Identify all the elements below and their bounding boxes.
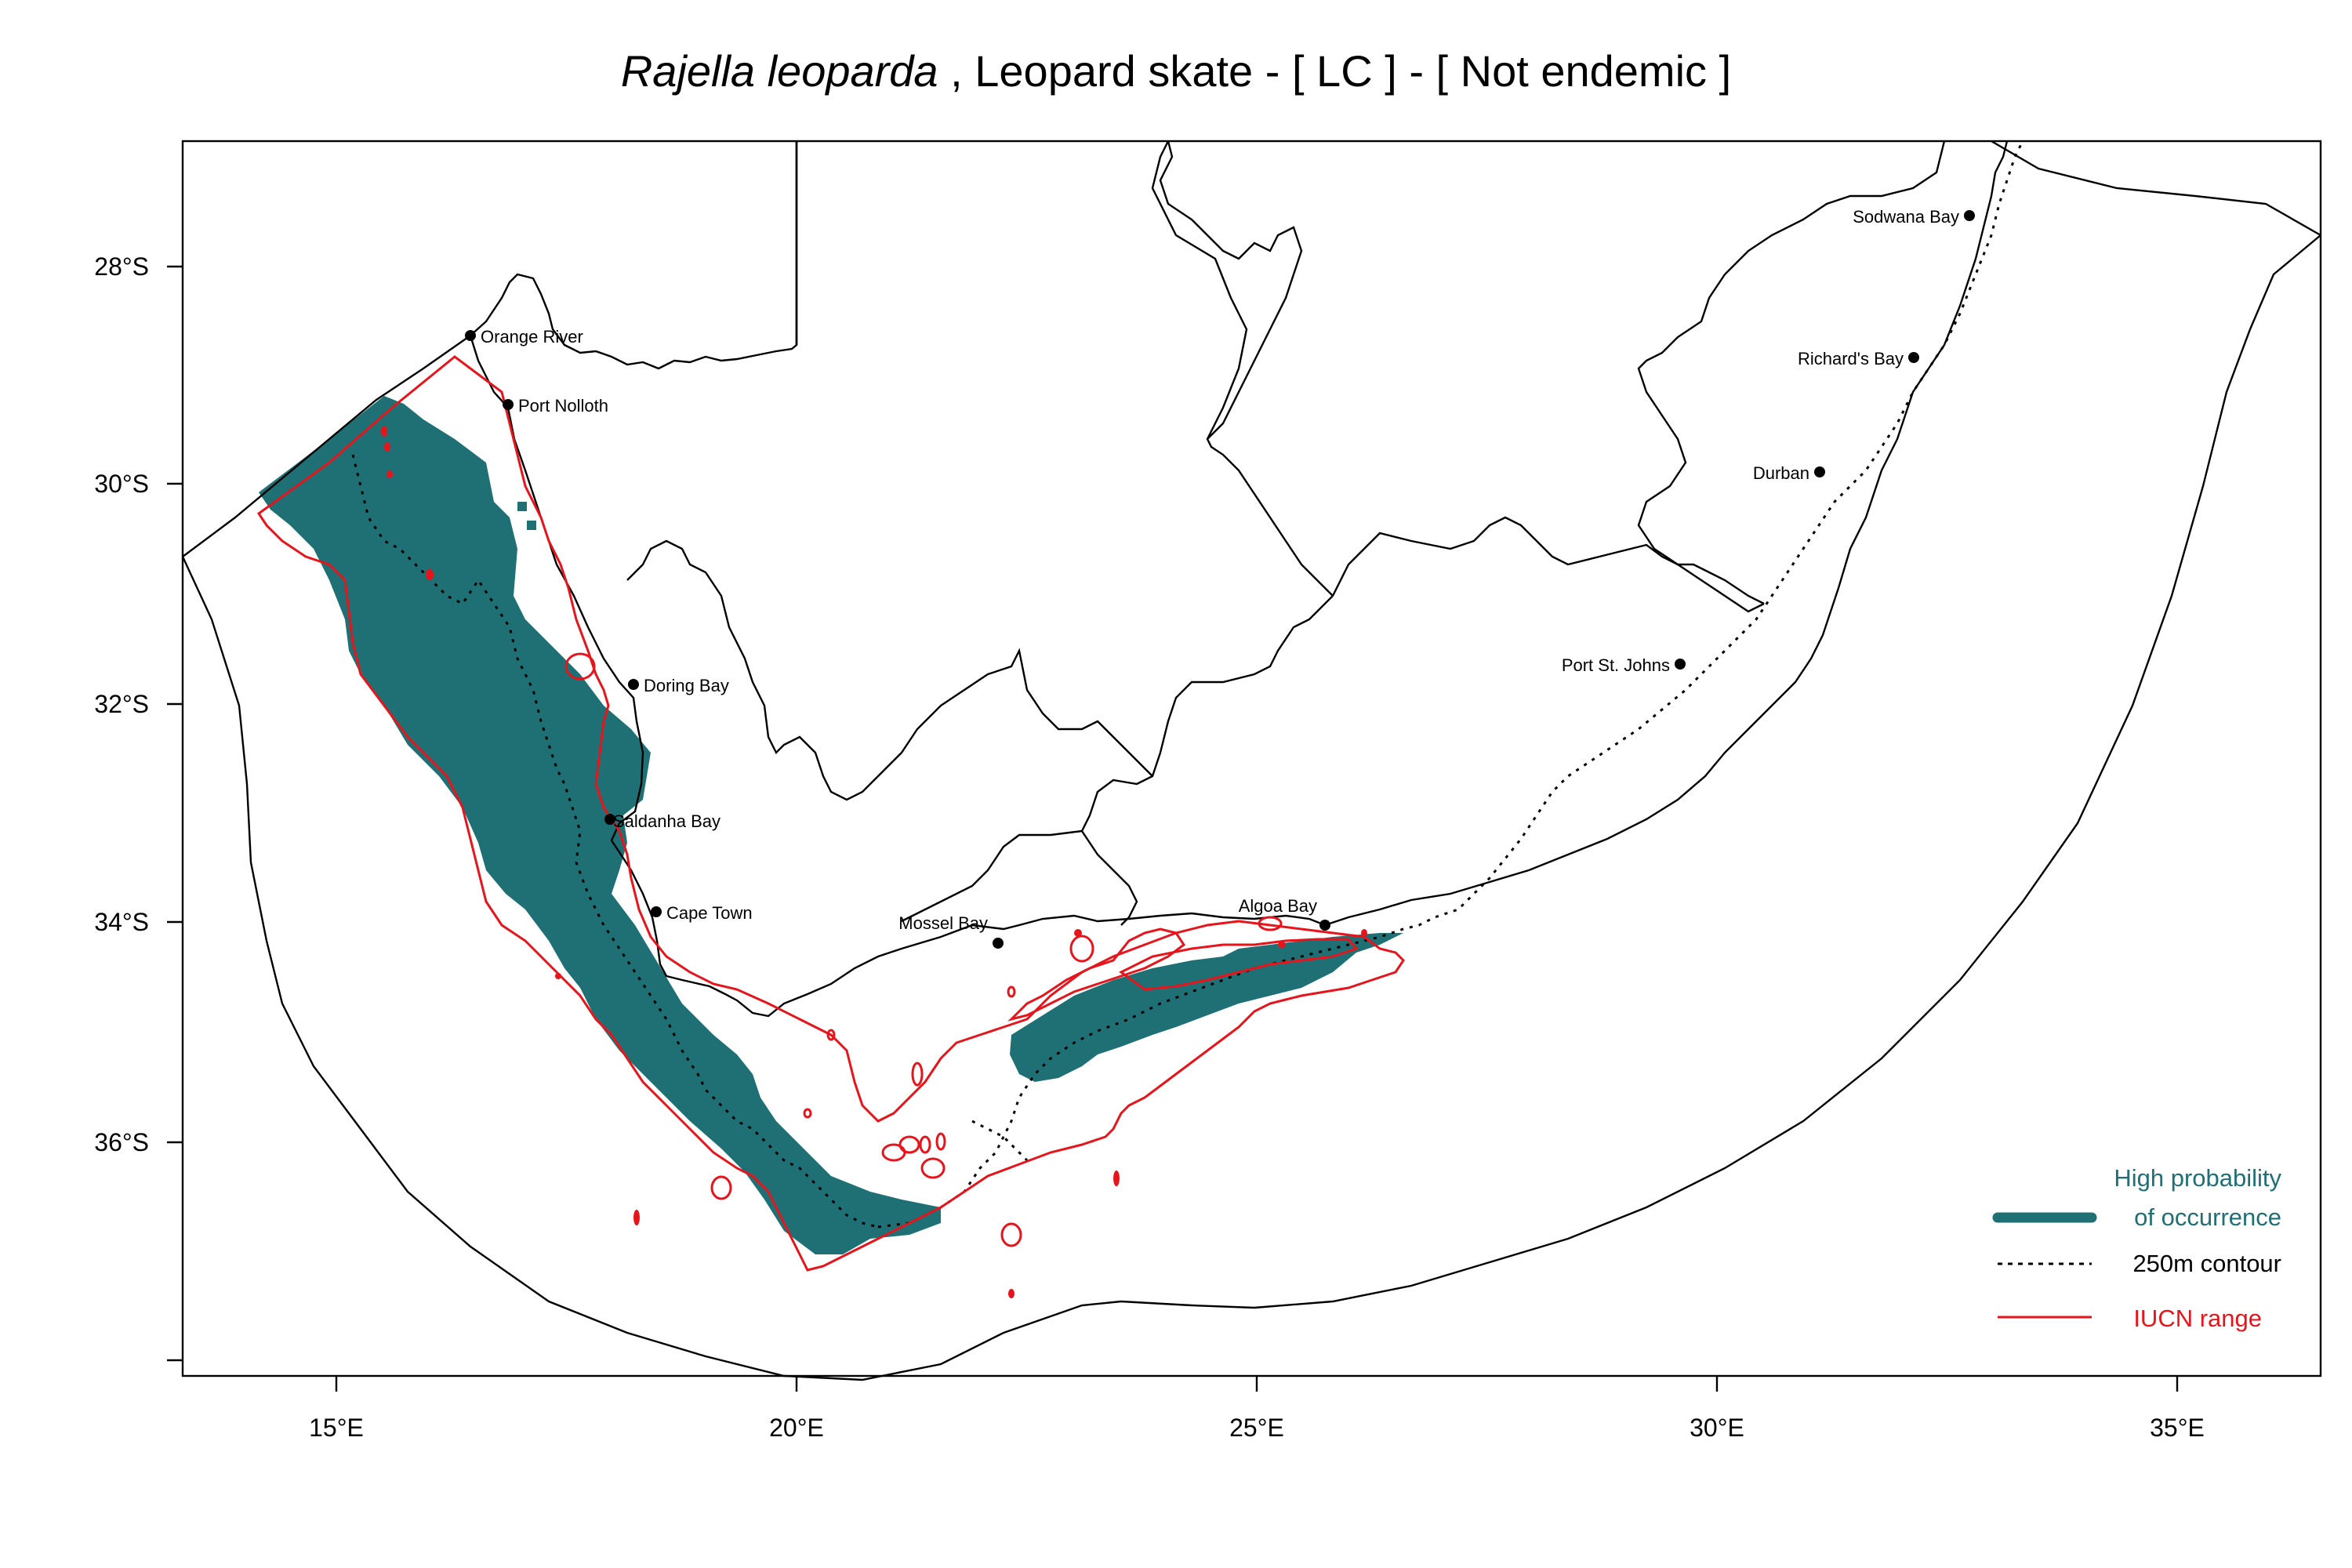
place-label-mossel-bay: Mossel Bay [898,913,988,933]
iucn-dot [1361,929,1367,937]
place-marker [604,814,615,825]
axis-ticks [167,265,2179,1392]
place-label-saldanha-bay: Saldanha Bay [613,811,720,831]
kzn-border [1637,140,1946,613]
x-tick-label: 20°E [769,1414,824,1442]
iucn-islet [710,1175,732,1200]
iucn-islet [564,652,596,681]
x-tick-label: 25°E [1229,1414,1284,1442]
iucn-dot [1278,942,1286,948]
mozambique-eez [1991,140,2321,237]
iucn-range-inner-2 [1119,938,1359,991]
iucn-range-inner-1 [1007,927,1186,1022]
coastline [469,140,2009,1018]
occurrence-cell [517,502,527,511]
occurrence-area-south [1010,933,1403,1082]
place-marker [1319,920,1330,931]
iucn-range-main [256,355,1405,1272]
species-name: Rajella leoparda [620,46,938,96]
x-tick-label: 30°E [1690,1414,1744,1442]
coastline-and-borders [181,140,2321,1381]
y-tick-label: 32°S [94,690,149,718]
iucn-islet [911,1062,924,1087]
iucn-dot [555,973,561,979]
province-border-3 [1081,830,1138,926]
iucn-dot [426,569,434,580]
province-border-1 [1331,516,1765,605]
place-markers [465,210,1975,949]
x-tick-label: 15°E [309,1414,364,1442]
iucn-dot [1008,1289,1014,1298]
place-label-durban: Durban [1753,463,1809,483]
iucn-islet [1258,916,1283,931]
place-marker [503,399,514,410]
northern-border [1159,140,1334,597]
province-border-2 [901,595,1334,923]
place-marker [628,679,639,690]
iucn-dot [633,1210,640,1225]
place-marker [993,938,1004,949]
iucn-islet [935,1132,946,1151]
place-label-port-nolloth: Port Nolloth [518,396,608,416]
contour-offshore-segment [971,1120,1029,1162]
iucn-islet [920,1157,946,1179]
northern-eez [182,335,471,557]
iucn-dot [387,470,393,478]
iucn-dot [384,442,390,452]
legend-occurrence-line2: of occurrence [2134,1203,2281,1231]
place-marker [1964,210,1975,221]
lesotho-region-border [1151,140,1248,440]
place-label-algoa-bay: Algoa Bay [1239,896,1317,916]
place-label-port-st-johns: Port St. Johns [1562,655,1670,675]
legend-iucn-label: IUCN range [2133,1305,2262,1332]
iucn-dot [1074,929,1082,937]
iucn-small-patches [381,426,1367,1298]
iucn-islet [803,1108,812,1119]
x-axis-labels: 15°E 20°E 25°E 30°E 35°E [309,1414,2205,1442]
legend-occurrence-line1: High probability [2114,1164,2281,1192]
y-tick-label: 28°S [94,252,149,281]
iucn-islet [1069,935,1094,963]
place-label-orange-river: Orange River [481,327,583,347]
place-label-doring-bay: Doring Bay [644,676,729,695]
place-marker [1675,659,1686,670]
place-label-richards-bay: Richard's Bay [1798,349,1904,368]
occurrence-cell [527,521,536,530]
place-marker [651,906,662,917]
map-title: Rajella leoparda , Leopard skate - [ LC … [0,45,2352,96]
legend-contour-label: 250m contour [2132,1250,2281,1277]
iucn-islet [826,1029,836,1041]
place-labels: Orange River Port Nolloth Doring Bay Sal… [481,207,1959,933]
legend: High probability of occurrence 250m cont… [1992,1164,2281,1332]
occurrence-area-west [259,396,941,1254]
eez-boundary [181,234,2321,1381]
province-border-4 [626,539,1153,801]
title-suffix: , Leopard skate - [ LC ] - [ Not endemic… [938,46,1732,96]
iucn-islet [898,1135,920,1154]
x-tick-label: 35°E [2150,1414,2205,1442]
y-tick-label: 36°S [94,1128,149,1156]
iucn-islet [881,1143,906,1162]
place-marker [1908,352,1919,363]
plot-frame [181,140,2322,1377]
contour-south [877,140,2024,1229]
place-marker [465,330,476,341]
place-label-cape-town: Cape Town [666,903,753,923]
iucn-islet [1007,985,1016,998]
iucn-islet [919,1135,931,1154]
contour-west [351,454,879,1229]
place-marker [1814,466,1825,477]
iucn-range [256,355,1405,1272]
iucn-islet [1000,1222,1022,1247]
place-label-sodwana-bay: Sodwana Bay [1853,207,1959,227]
iucn-dot [1113,1171,1120,1186]
y-axis-labels: 28°S 30°S 32°S 34°S 36°S [94,252,149,1156]
iucn-dot [381,426,387,437]
y-tick-label: 34°S [94,908,149,936]
namibia-border [470,141,798,370]
depth-contour-250m [351,140,2024,1229]
y-tick-label: 30°S [94,470,149,498]
